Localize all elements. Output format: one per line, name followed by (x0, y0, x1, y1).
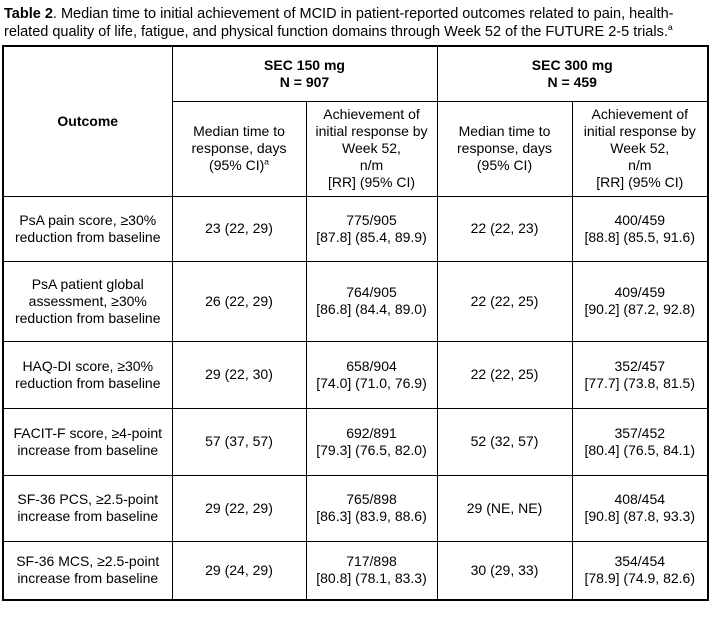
sec300-achievement-cell: 409/459 [90.2] (87.2, 92.8) (571, 260, 709, 342)
header-subhead-row: Median time to response, days (95% CI)a … (3, 100, 709, 197)
sec150-rr-ci: [86.3] (83.9, 88.6) (316, 508, 427, 524)
outcome-cell: PsA patient global assessment, ≥30% redu… (2, 260, 173, 342)
sec300-rr-ci: [90.2] (87.2, 92.8) (584, 301, 696, 317)
sec150-achievement-cell: 717/898 [80.8] (78.1, 83.3) (305, 540, 438, 601)
sec150-group-header: SEC 150 mg N = 907 (171, 45, 438, 102)
sec300-n-m: 409/459 (614, 284, 666, 300)
sec300-rr-ci: [77.7] (73.8, 81.5) (584, 374, 696, 391)
table-row: PsA patient global assessment, ≥30% redu… (2, 260, 709, 342)
sec150-n-m: 717/898 (346, 553, 397, 570)
sec150-median-cell: 29 (22, 30) (171, 340, 307, 409)
sec300-n-m: 400/459 (614, 211, 666, 228)
sec300-achievement-line2: n/m (628, 157, 652, 173)
sec300-rr-ci: [88.8] (85.5, 91.6) (584, 228, 696, 245)
sec150-achievement-cell: 765/898 [86.3] (83.9, 88.6) (305, 474, 438, 542)
sec150-achievement-cell: 775/905 [87.8] (85.4, 89.9) (305, 195, 438, 262)
sec150-median-footnote-marker: a (264, 156, 269, 167)
sec150-group-n: N = 907 (279, 73, 330, 90)
sec300-group-n: N = 459 (547, 73, 597, 90)
sec150-achievement-line3: [RR] (95% CI) (327, 174, 416, 190)
sec300-n-m: 354/454 (614, 553, 666, 570)
sec300-n-m: 357/452 (614, 424, 666, 441)
table-caption-footnote-marker: a (667, 22, 673, 33)
sec300-median-cell: 22 (22, 25) (436, 340, 573, 409)
table-row: SF-36 MCS, ≥2.5-point increase from base… (2, 540, 709, 601)
sec150-median-cell: 57 (37, 57) (171, 407, 307, 476)
sec300-n-m: 352/457 (614, 357, 666, 374)
table-row: HAQ-DI score, ≥30% reduction from baseli… (2, 340, 709, 409)
sec150-achievement-line1: Achievement of initial response by Week … (315, 106, 428, 156)
outcome-cell: SF-36 PCS, ≥2.5-point increase from base… (2, 474, 173, 542)
sec300-achievement-cell: 352/457 [77.7] (73.8, 81.5) (571, 340, 709, 409)
sec150-achievement-line2: n/m (359, 157, 384, 173)
sec150-achievement-cell: 658/904 [74.0] (71.0, 76.9) (305, 340, 438, 409)
sec150-n-m: 692/891 (346, 424, 397, 441)
sec300-median-cell: 22 (22, 23) (436, 195, 573, 262)
table-caption-label: Table 2 (4, 6, 53, 22)
sec150-median-cell: 29 (24, 29) (171, 540, 307, 601)
sec300-median-subheader-text: Median time to response, days (95% CI) (457, 123, 552, 173)
sec150-achievement-cell: 692/891 [79.3] (76.5, 82.0) (305, 407, 438, 476)
sec150-group-label: SEC 150 mg (264, 56, 345, 73)
sec150-n-m: 658/904 (346, 357, 397, 374)
sec300-achievement-line1: Achievement of initial response by Week … (583, 106, 696, 156)
table-row: PsA pain score, ≥30% reduction from base… (2, 195, 709, 262)
sec300-achievement-cell: 408/454 [90.8] (87.8, 93.3) (571, 474, 709, 542)
sec300-achievement-subheader: Achievement of initial response by Week … (571, 100, 709, 197)
mcid-outcomes-table: Outcome SEC 150 mg N = 907 SEC 300 mg N … (2, 45, 709, 601)
sec150-n-m: 764/905 (346, 284, 397, 300)
outcome-cell: FACIT-F score, ≥4-point increase from ba… (2, 407, 173, 476)
sec300-achievement-cell: 354/454 [78.9] (74.9, 82.6) (571, 540, 709, 601)
sec300-median-cell: 52 (32, 57) (436, 407, 573, 476)
sec150-median-subheader-text: Median time to response, days (95% CI) (191, 123, 287, 173)
table-row: FACIT-F score, ≥4-point increase from ba… (2, 407, 709, 476)
sec150-achievement-subheader: Achievement of initial response by Week … (305, 100, 438, 197)
sec150-rr-ci: [87.8] (85.4, 89.9) (316, 228, 427, 245)
sec150-median-cell: 26 (22, 29) (171, 260, 307, 342)
outcome-cell: HAQ-DI score, ≥30% reduction from baseli… (2, 340, 173, 409)
sec150-rr-ci: [86.8] (84.4, 89.0) (316, 301, 427, 317)
sec300-achievement-line3: [RR] (95% CI) (596, 174, 684, 190)
sec150-n-m: 775/905 (346, 211, 397, 228)
sec150-median-cell: 29 (22, 29) (171, 474, 307, 542)
sec300-rr-ci: [90.8] (87.8, 93.3) (584, 508, 696, 524)
sec300-n-m: 408/454 (614, 491, 666, 507)
sec150-n-m: 765/898 (346, 491, 397, 507)
sec150-rr-ci: [80.8] (78.1, 83.3) (316, 570, 427, 587)
sec300-median-cell: 29 (NE, NE) (436, 474, 573, 542)
sec300-rr-ci: [78.9] (74.9, 82.6) (584, 570, 696, 587)
sec150-median-cell: 23 (22, 29) (171, 195, 307, 262)
sec300-group-header: SEC 300 mg N = 459 (436, 45, 709, 102)
header-group-row: Outcome SEC 150 mg N = 907 SEC 300 mg N … (2, 45, 709, 197)
sec300-median-cell: 22 (22, 25) (436, 260, 573, 342)
table-row: SF-36 PCS, ≥2.5-point increase from base… (2, 474, 709, 542)
outcome-cell: SF-36 MCS, ≥2.5-point increase from base… (2, 540, 173, 601)
sec150-median-subheader: Median time to response, days (95% CI)a (171, 100, 307, 197)
sec150-achievement-cell: 764/905 [86.8] (84.4, 89.0) (305, 260, 438, 342)
outcome-column-header: Outcome (2, 45, 173, 197)
sec300-group-label: SEC 300 mg (531, 56, 613, 73)
sec300-rr-ci: [80.4] (76.5, 84.1) (584, 441, 696, 458)
table-caption: Table 2. Median time to initial achievem… (4, 5, 706, 41)
sec150-rr-ci: [79.3] (76.5, 82.0) (316, 441, 427, 458)
outcome-cell: PsA pain score, ≥30% reduction from base… (2, 195, 173, 262)
sec300-median-subheader: Median time to response, days (95% CI) (436, 100, 573, 197)
sec300-achievement-cell: 357/452 [80.4] (76.5, 84.1) (571, 407, 709, 476)
sec300-median-cell: 30 (29, 33) (436, 540, 573, 601)
sec300-achievement-cell: 400/459 [88.8] (85.5, 91.6) (571, 195, 709, 262)
table-caption-text: . Median time to initial achievement of … (4, 6, 674, 40)
sec150-rr-ci: [74.0] (71.0, 76.9) (316, 374, 427, 391)
